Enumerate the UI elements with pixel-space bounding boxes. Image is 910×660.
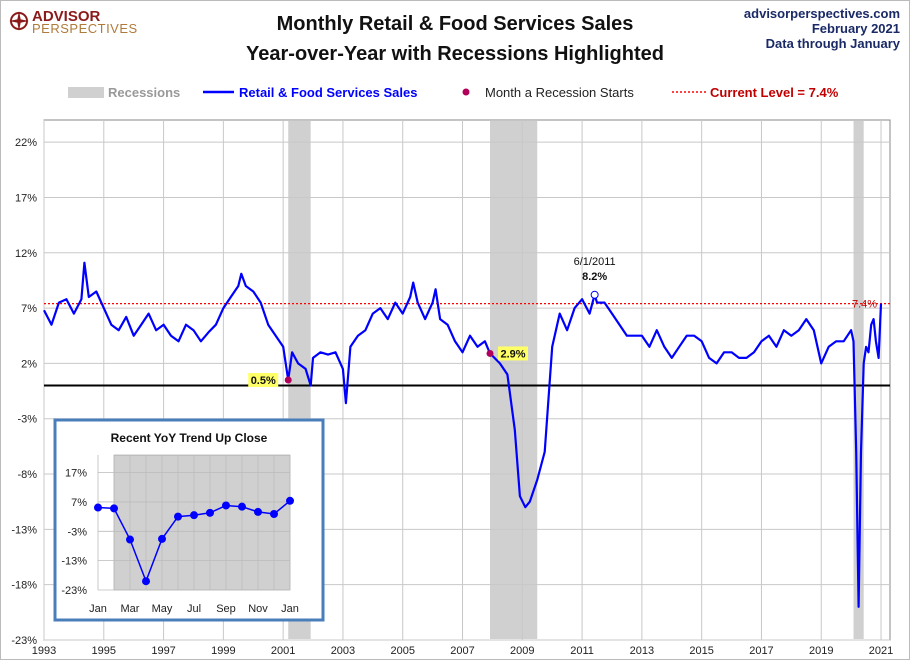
inset-title: Recent YoY Trend Up Close [111, 431, 268, 445]
x-tick-label: 1995 [92, 645, 116, 657]
y-tick-label: -3% [17, 414, 37, 426]
inset-y-tick-label: 7% [71, 497, 87, 509]
compass-star-icon [9, 11, 29, 31]
x-tick-label: 2003 [331, 645, 355, 657]
y-tick-label: 12% [15, 248, 37, 260]
inset-point [158, 534, 166, 543]
marker-label-bg [498, 346, 529, 361]
x-tick-label: 2005 [390, 645, 414, 657]
inset-points [94, 496, 294, 586]
y-tick-labels: 22% 17% 12% 7% 2% -3% -8% -13% -18% -23% [11, 137, 37, 647]
inset-x-tick-label: Jan [89, 603, 107, 615]
brand-logo: ADVISOR PERSPECTIVES [9, 8, 138, 36]
x-tick-label: 2013 [630, 645, 654, 657]
inset-point [286, 496, 294, 505]
inset-point [254, 507, 262, 516]
source-date: February 2021 [812, 21, 900, 36]
brand-line1: ADVISOR [32, 8, 101, 25]
y-tick-label: 17% [15, 192, 37, 204]
x-tick-label: 2001 [271, 645, 295, 657]
inset-y-tick-label: 17% [65, 468, 87, 480]
marker-label: 0.5% [251, 375, 276, 387]
legend-marker: Month a Recession Starts [485, 85, 634, 100]
recession-band [853, 121, 864, 639]
inset-point [94, 503, 102, 512]
y-tick-label: 2% [21, 358, 37, 370]
y-tick-label: -18% [11, 580, 37, 592]
current-value-label: 7.4% [852, 299, 877, 311]
x-tick-label: 2015 [689, 645, 713, 657]
inset-x-tick-label: Sep [216, 603, 236, 615]
inset-point [222, 501, 230, 510]
recession-band [490, 121, 538, 639]
inset-y-tick-label: -23% [61, 585, 87, 597]
peak-value-label: 8.2% [582, 271, 607, 283]
x-tick-labels: 1993 1995 1997 1999 2001 2003 2005 2007 2009 2011… [32, 645, 894, 657]
chart-subtitle: Year-over-Year with Recessions Highlight… [246, 43, 664, 65]
inset-x-tick-label: Jan [281, 603, 299, 615]
inset-point [206, 508, 214, 517]
recession-start-markers: 0.5% 2.9% [248, 346, 529, 387]
x-tick-label: 2021 [869, 645, 893, 657]
legend-marker-swatch [462, 88, 470, 96]
marker-label-bg [248, 373, 279, 387]
y-tick-label: -13% [11, 524, 37, 536]
inset-point [270, 509, 278, 518]
recession-start-marker [284, 376, 292, 384]
x-tick-label: 2017 [749, 645, 773, 657]
peak-marker [590, 290, 599, 299]
inset-point [238, 502, 246, 511]
x-tick-label: 2019 [809, 645, 833, 657]
inset-x-tick-label: Jul [187, 603, 201, 615]
x-tick-label: 1993 [32, 645, 56, 657]
inset-y-tick-label: -13% [61, 556, 87, 568]
legend-current: Current Level = 7.4% [710, 85, 839, 100]
inset-point [126, 535, 134, 544]
x-tick-label: 1999 [211, 645, 235, 657]
source-site: advisorperspectives.com [744, 6, 900, 21]
recession-start-marker [486, 349, 494, 357]
y-tick-label: 22% [15, 137, 37, 149]
inset-point [110, 504, 118, 513]
chart-title: Monthly Retail & Food Services Sales [277, 13, 634, 35]
source-through: Data through January [766, 36, 901, 51]
inset-x-tick-label: Nov [248, 603, 268, 615]
x-tick-label: 2011 [570, 645, 594, 657]
inset-point [142, 577, 150, 586]
y-tick-label: -8% [17, 469, 37, 481]
series-line [43, 261, 883, 608]
brand-line2: PERSPECTIVES [32, 21, 138, 36]
y-tick-label: -23% [11, 635, 37, 647]
inset-y-tick-labels: 17% 7% -3% -13% -23% [61, 468, 87, 597]
legend-recession-swatch [68, 87, 104, 98]
inset-recession-band [113, 454, 291, 591]
peak-date-label: 6/1/2011 [574, 256, 616, 268]
x-tick-label: 2007 [450, 645, 474, 657]
inset-x-tick-label: Mar [121, 603, 140, 615]
inset-point [190, 511, 198, 520]
inset-gridlines [97, 455, 291, 591]
x-tick-label: 2009 [510, 645, 534, 657]
legend-recessions: Recessions [108, 85, 180, 100]
inset-point [174, 512, 182, 521]
legend: Recessions Retail & Food Services Sales … [68, 85, 839, 100]
y-tick-label: 7% [21, 303, 37, 315]
inset-y-tick-label: -3% [67, 526, 87, 538]
inset-x-tick-labels: Jan Mar May Jul Sep Nov Jan [89, 603, 299, 615]
legend-series: Retail & Food Services Sales [239, 85, 417, 100]
inset-chart: Recent YoY Trend Up Close 17% 7% -3% -13% -2… [53, 418, 325, 622]
inset-x-tick-label: May [152, 603, 173, 615]
marker-label: 2.9% [500, 348, 525, 360]
annotations: 6/1/2011 8.2% 7.4% [574, 256, 878, 311]
x-tick-label: 1997 [151, 645, 175, 657]
recession-bands [288, 121, 864, 639]
